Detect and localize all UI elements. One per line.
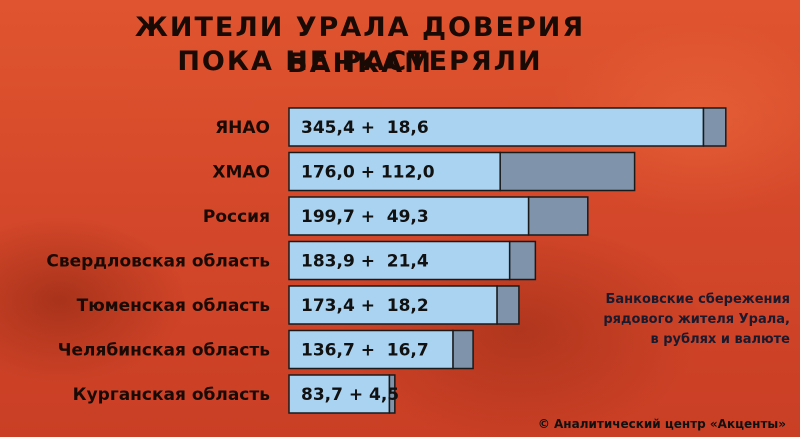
data-label: 199,7 + 49,3	[301, 207, 429, 227]
bar-rubles	[288, 374, 391, 414]
bar-currency	[452, 329, 474, 370]
bar-currency	[527, 196, 589, 236]
bar-rubles	[288, 240, 511, 281]
legend-line-2: рядового жителя Урала,	[603, 312, 790, 327]
bar-currency	[388, 374, 396, 414]
bar-rubles	[288, 196, 530, 236]
chart-title-line2: ПОКА НЕ РАСТЕРЯЛИ	[177, 46, 543, 77]
bar-rubles	[288, 329, 454, 370]
data-label: 183,9 + 21,4	[301, 252, 429, 272]
category-label: Тюменская область	[77, 296, 270, 316]
category-label: ЯНАО	[215, 118, 270, 138]
bar-currency	[496, 285, 520, 325]
data-label: 136,7 + 16,7	[301, 341, 429, 361]
bar-rubles	[288, 285, 498, 325]
category-label: Челябинская область	[58, 341, 270, 361]
bar-currency	[499, 151, 636, 192]
category-label: Свердловская область	[46, 252, 270, 272]
bar-rubles	[288, 151, 501, 192]
data-label: 83,7 + 4,5	[301, 385, 399, 405]
data-label: 345,4 + 18,6	[301, 118, 429, 138]
legend-note: Банковские сбережения рядового жителя Ур…	[580, 290, 790, 350]
legend-line-1: Банковские сбережения	[605, 292, 790, 307]
chart-title-line1: ЖИТЕЛИ УРАЛА ДОВЕРИЯ БАНКАМ	[134, 12, 586, 79]
category-label: ХМАО	[212, 163, 270, 183]
category-label: Россия	[203, 207, 270, 227]
data-label: 176,0 + 112,0	[301, 163, 435, 183]
copyright: © Аналитический центр «Акценты»	[537, 417, 786, 431]
bar-currency	[508, 240, 537, 281]
legend-line-3: в рублях и валюте	[650, 332, 790, 347]
category-label: Курганская область	[73, 385, 270, 405]
bar-currency	[702, 107, 727, 147]
data-label: 173,4 + 18,2	[301, 296, 429, 316]
bar-rubles	[288, 107, 705, 147]
